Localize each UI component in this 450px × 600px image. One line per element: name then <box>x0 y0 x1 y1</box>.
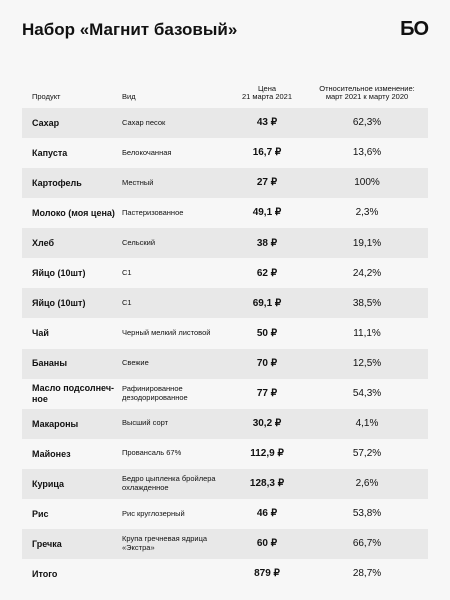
table-cell: 69,1 ₽ <box>252 297 282 309</box>
table-cell: Сельский <box>122 237 156 247</box>
table-cell: Чай <box>32 328 49 339</box>
table-cell: Яйцо (10шт) <box>32 268 86 279</box>
table-cell: Сахар <box>32 117 60 128</box>
table-row: Сахар Сахар песок 43 ₽ 62,3% <box>22 108 428 138</box>
table-cell: 24,2% <box>352 267 382 279</box>
table-cell: 70 ₽ <box>256 357 278 369</box>
table-cell: Хлеб <box>32 238 55 249</box>
table-cell: 11,1% <box>353 327 381 339</box>
table-row: Чай Черный мелкий листовой 50 ₽ 11,1% <box>22 318 428 348</box>
column-header: Продукт <box>32 92 61 102</box>
table-cell: С1 <box>122 298 132 308</box>
table-row: Итого 879 ₽ 28,7% <box>22 559 428 589</box>
table-cell: Гречка <box>32 538 62 549</box>
column-header: Цена 21 марта 2021 <box>241 83 293 102</box>
table-cell: 38,5% <box>352 297 382 309</box>
table-cell: Рафинированное дезодорированное <box>122 384 188 402</box>
table-cell: Макароны <box>32 418 79 429</box>
title: Набор «Магнит базовый» <box>22 20 238 39</box>
table-row: Курица Бедро цыпленка бройлера охлажденно… <box>22 468 428 499</box>
table-cell: Белокочанная <box>122 147 172 157</box>
table-cell: Масло подсолнеч- ное <box>32 383 115 404</box>
table-cell: 49,1 ₽ <box>252 207 282 219</box>
table-cell: Молоко (моя цена) <box>32 208 115 219</box>
table-cell: 46 ₽ <box>256 508 278 520</box>
table-row: Майонез Провансаль 67% 112,9 ₽ 57,2% <box>22 439 428 469</box>
table-cell: 38 ₽ <box>256 237 278 249</box>
table-cell: 54,3% <box>352 387 382 399</box>
table-cell: 62 ₽ <box>256 267 278 279</box>
table-row: Яйцо (10шт) С1 69,1 ₽ 38,5% <box>22 288 428 319</box>
table-cell: Картофель <box>32 177 82 188</box>
table-cell: Местный <box>122 177 154 187</box>
table-cell: Свежие <box>122 358 149 368</box>
table-cell: Майонез <box>32 448 71 459</box>
table-cell: 128,3 ₽ <box>249 478 285 490</box>
table-cell: Рис круглозерный <box>122 508 185 518</box>
table-cell: Рис <box>32 508 49 519</box>
table-row: Хлеб Сельский 38 ₽ 19,1% <box>22 228 428 259</box>
table-cell: 77 ₽ <box>256 387 278 399</box>
table-cell: Курица <box>32 478 65 489</box>
table-cell: Яйцо (10шт) <box>32 298 86 309</box>
table-cell: 13,6% <box>352 147 382 159</box>
table-cell: 2,6% <box>355 478 379 490</box>
table-cell: Капуста <box>32 147 68 158</box>
table-cell: 27 ₽ <box>256 177 278 189</box>
table-row: Бананы Свежие 70 ₽ 12,5% <box>22 348 428 379</box>
table-cell: 53,8% <box>352 508 382 520</box>
table-row: Рис Рис круглозерный 46 ₽ 53,8% <box>22 499 428 529</box>
table-cell: 28,7% <box>352 568 382 580</box>
table-cell: Пастеризованное <box>122 207 184 217</box>
table-cell: Крупа гречневая ядрица «Экстра» <box>122 534 208 552</box>
table-cell: Бедро цыпленка бройлера охлажденное <box>122 474 216 492</box>
column-header: Относительное изменение: март 2021 к мар… <box>319 83 415 102</box>
table-cell: 112,9 ₽ <box>250 448 284 460</box>
table-cell: Черный мелкий листовой <box>122 328 211 338</box>
table-cell: 19,1% <box>352 237 382 249</box>
logo: БО <box>400 18 429 40</box>
table-row: Молоко (моя цена) Пастеризованное 49,1 ₽ 2,… <box>22 198 428 228</box>
table-row: Макароны Высший сорт 30,2 ₽ 4,1% <box>22 408 428 439</box>
table-cell: 62,3% <box>352 117 382 129</box>
table-cell: 16,7 ₽ <box>252 147 282 159</box>
table-cell: Сахар песок <box>122 117 166 127</box>
table-cell: Высший сорт <box>122 418 169 428</box>
table-cell: 12,5% <box>352 357 382 369</box>
table-cell: 100% <box>354 177 380 189</box>
table-cell: 879 ₽ <box>254 568 280 580</box>
table-row: Масло подсолнеч- ное Рафинированное дезод… <box>22 379 428 409</box>
header-row: Продукт Вид Цена 21 марта 2021 Относительно… <box>22 70 428 106</box>
table-row: Картофель Местный 27 ₽ 100% <box>22 168 428 199</box>
table-cell: Итого <box>32 568 58 579</box>
table-cell: 60 ₽ <box>256 538 278 550</box>
table-cell: 2,3% <box>355 207 379 219</box>
table-cell: 50 ₽ <box>256 327 278 339</box>
table-row: Капуста Белокочанная 16,7 ₽ 13,6% <box>22 138 428 168</box>
table-cell: Провансаль 67% <box>122 448 182 458</box>
table-cell: 4,1% <box>355 417 379 429</box>
table-cell: 43 ₽ <box>256 117 278 129</box>
table-cell: 57,2% <box>352 448 382 460</box>
table-cell: 30,2 ₽ <box>252 417 282 429</box>
table-cell: 66,7% <box>352 538 382 550</box>
table-row: Гречка Крупа гречневая ядрица «Экстра» 60 … <box>22 528 428 559</box>
column-header: Вид <box>122 92 136 102</box>
table-cell: С1 <box>122 268 132 278</box>
table-cell: Бананы <box>32 358 68 369</box>
table-row: Яйцо (10шт) С1 62 ₽ 24,2% <box>22 258 428 288</box>
